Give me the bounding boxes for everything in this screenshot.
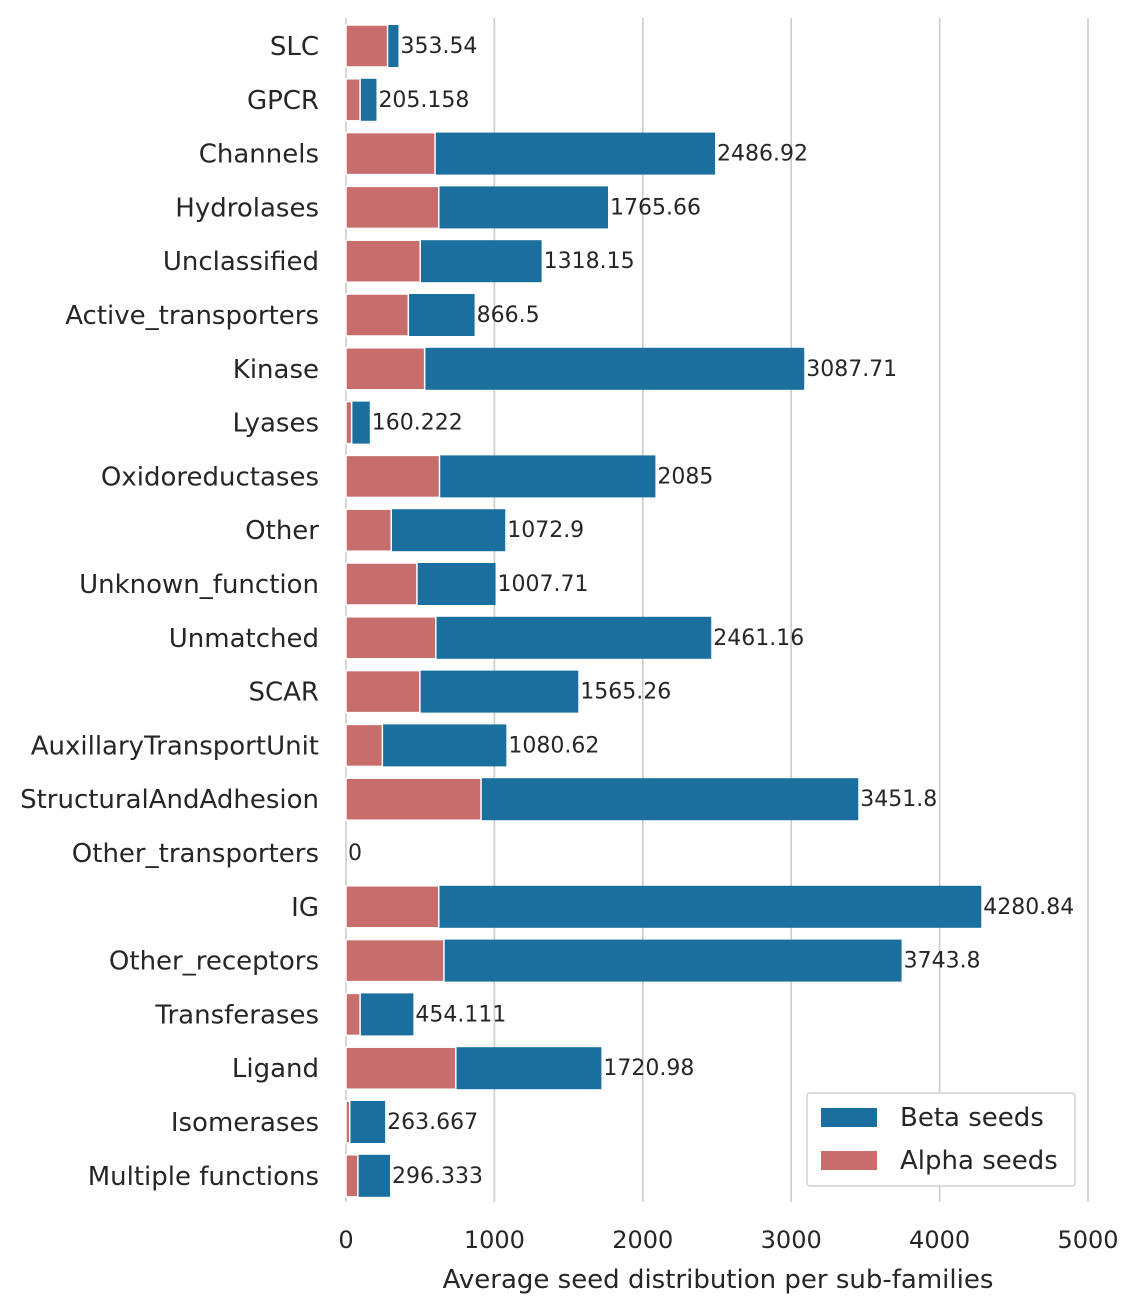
x-tick-label-2: 2000 — [612, 1226, 673, 1254]
bar-alpha-7 — [345, 400, 353, 445]
bar-alpha-21 — [345, 1154, 359, 1198]
category-label-9: Other — [245, 516, 319, 546]
bar-alpha-10 — [345, 562, 418, 606]
value-label-14: 3451.8 — [860, 787, 937, 812]
bar-alpha-6 — [345, 347, 426, 391]
value-label-15: 0 — [348, 841, 362, 866]
value-label-3: 1765.66 — [610, 195, 701, 220]
bars — [345, 24, 982, 1198]
bar-alpha-5 — [345, 293, 410, 337]
x-tick-label-5: 5000 — [1057, 1226, 1118, 1254]
value-label-21: 296.333 — [392, 1164, 483, 1189]
value-labels: 353.54 205.158 2486.92 1765.66 1318.15 866.5 3… — [348, 34, 1074, 1189]
category-label-20: Isomerases — [171, 1108, 319, 1138]
category-label-2: Channels — [199, 140, 319, 170]
category-label-18: Transferases — [154, 1000, 319, 1030]
category-label-1: GPCR — [247, 86, 319, 116]
category-label-13: AuxillaryTransportUnit — [31, 731, 319, 761]
category-label-5: Active_transporters — [65, 301, 319, 331]
x-tick-label-1: 1000 — [464, 1226, 525, 1254]
legend-label-alpha: Alpha seeds — [900, 1146, 1058, 1176]
x-tick-label-4: 4000 — [909, 1226, 970, 1254]
value-label-19: 1720.98 — [603, 1056, 694, 1081]
legend-swatch-beta — [821, 1108, 877, 1127]
category-label-10: Unknown_function — [79, 570, 319, 600]
bar-alpha-1 — [345, 78, 361, 122]
value-label-7: 160.222 — [372, 411, 463, 436]
bar-alpha-8 — [345, 454, 441, 499]
legend-swatch-alpha — [821, 1151, 877, 1170]
bar-alpha-20 — [345, 1100, 351, 1144]
category-label-6: Kinase — [233, 355, 319, 385]
bar-beta-16 — [346, 885, 982, 928]
value-label-0: 353.54 — [400, 34, 477, 59]
bar-alpha-12 — [345, 669, 421, 714]
x-tick-labels: 0 1000 2000 3000 4000 5000 — [338, 1226, 1118, 1254]
value-label-11: 2461.16 — [713, 626, 804, 651]
bar-alpha-0 — [345, 24, 389, 68]
category-label-3: Hydrolases — [175, 193, 319, 223]
bar-alpha-9 — [345, 508, 393, 552]
value-label-17: 3743.8 — [904, 949, 981, 974]
category-label-14: StructuralAndAdhesion — [20, 785, 319, 815]
bar-alpha-4 — [345, 239, 421, 283]
bar-alpha-3 — [345, 185, 440, 230]
value-label-16: 4280.84 — [983, 895, 1074, 920]
category-label-16: IG — [291, 893, 319, 923]
x-axis-title: Average seed distribution per sub-famili… — [443, 1265, 994, 1295]
bar-alpha-19 — [345, 1046, 457, 1090]
bar-alpha-14 — [345, 777, 482, 821]
bar-alpha-16 — [345, 885, 440, 929]
value-label-13: 1080.62 — [508, 733, 599, 758]
category-label-4: Unclassified — [163, 247, 319, 277]
value-label-18: 454.111 — [415, 1002, 506, 1027]
value-label-20: 263.667 — [387, 1110, 478, 1135]
value-label-4: 1318.15 — [544, 249, 635, 274]
category-label-7: Lyases — [232, 409, 319, 439]
value-label-2: 2486.92 — [717, 142, 808, 167]
bar-alpha-13 — [345, 723, 384, 768]
bar-alpha-2 — [345, 131, 436, 176]
legend-label-beta: Beta seeds — [900, 1103, 1044, 1133]
category-labels: SLC GPCR Channels Hydrolases Unclassified Act… — [20, 32, 319, 1192]
value-label-5: 866.5 — [477, 303, 540, 328]
category-label-19: Ligand — [232, 1054, 319, 1084]
bar-alpha-17 — [345, 938, 445, 983]
category-label-0: SLC — [270, 32, 319, 62]
x-tick-label-0: 0 — [338, 1226, 353, 1254]
category-label-8: Oxidoreductases — [101, 462, 319, 492]
legend: Beta seeds Alpha seeds — [806, 1092, 1076, 1187]
value-label-9: 1072.9 — [507, 518, 584, 543]
bar-alpha-11 — [345, 616, 437, 660]
bar-beta-20 — [346, 1101, 386, 1143]
category-label-15: Other_transporters — [72, 839, 319, 869]
value-label-12: 1565.26 — [580, 680, 671, 705]
x-tick-label-3: 3000 — [761, 1226, 822, 1254]
bar-alpha-18 — [345, 992, 361, 1037]
value-label-10: 1007.71 — [498, 572, 589, 597]
category-label-12: SCAR — [248, 678, 319, 708]
value-label-8: 2085 — [657, 464, 713, 489]
category-label-17: Other_receptors — [109, 947, 319, 977]
category-label-21: Multiple functions — [88, 1162, 319, 1192]
value-label-6: 3087.71 — [806, 357, 897, 382]
value-label-1: 205.158 — [378, 88, 469, 113]
category-label-11: Unmatched — [169, 624, 319, 654]
